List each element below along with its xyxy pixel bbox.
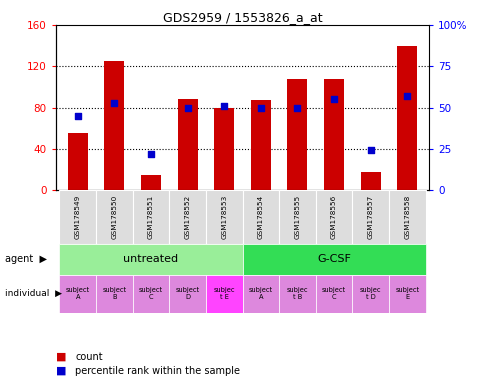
Text: subjec
t B: subjec t B — [286, 287, 307, 300]
Text: GSM178555: GSM178555 — [294, 195, 300, 239]
Bar — [96, 190, 133, 244]
Text: subject
B: subject B — [102, 287, 126, 300]
Text: ■: ■ — [56, 352, 66, 362]
Bar — [242, 190, 278, 244]
Text: subjec
t E: subjec t E — [213, 287, 234, 300]
Bar — [133, 190, 169, 244]
Point — [330, 96, 337, 102]
Text: subject
D: subject D — [175, 287, 199, 300]
Bar — [68, 133, 88, 190]
Bar — [242, 244, 424, 275]
Bar — [278, 275, 315, 313]
Text: ■: ■ — [56, 366, 66, 376]
Text: subjec
t D: subjec t D — [359, 287, 380, 300]
Bar — [396, 46, 416, 190]
Bar — [169, 275, 206, 313]
Bar — [96, 275, 133, 313]
Bar — [250, 100, 271, 190]
Bar — [323, 79, 343, 190]
Text: GSM178553: GSM178553 — [221, 195, 227, 239]
Bar — [206, 190, 242, 244]
Point — [183, 104, 191, 111]
Point — [74, 113, 81, 119]
Bar — [351, 190, 388, 244]
Bar — [242, 275, 278, 313]
Text: untreated: untreated — [123, 254, 178, 264]
Text: GSM178557: GSM178557 — [367, 195, 373, 239]
Point — [257, 104, 264, 111]
Bar — [315, 275, 351, 313]
Point — [293, 104, 301, 111]
Point — [366, 147, 374, 154]
Point — [403, 93, 410, 99]
Bar — [278, 190, 315, 244]
Text: GSM178550: GSM178550 — [111, 195, 117, 239]
Bar — [388, 275, 424, 313]
Text: percentile rank within the sample: percentile rank within the sample — [75, 366, 240, 376]
Bar — [60, 190, 96, 244]
Text: GSM178554: GSM178554 — [257, 195, 263, 239]
Text: GSM178549: GSM178549 — [75, 195, 80, 239]
Bar — [351, 275, 388, 313]
Text: GSM178556: GSM178556 — [331, 195, 336, 239]
Bar — [315, 190, 351, 244]
Text: subject
E: subject E — [394, 287, 419, 300]
Bar — [141, 175, 161, 190]
Text: count: count — [75, 352, 103, 362]
Text: GSM178552: GSM178552 — [184, 195, 190, 239]
Text: GSM178558: GSM178558 — [404, 195, 409, 239]
Bar — [388, 190, 424, 244]
Text: GSM178551: GSM178551 — [148, 195, 153, 239]
Point — [110, 99, 118, 106]
Point — [220, 103, 227, 109]
Bar — [60, 275, 96, 313]
Text: subject
A: subject A — [65, 287, 90, 300]
Text: agent  ▶: agent ▶ — [5, 254, 47, 264]
Bar — [60, 244, 242, 275]
Bar — [360, 172, 380, 190]
Text: individual  ▶: individual ▶ — [5, 289, 62, 298]
Bar — [177, 99, 197, 190]
Bar — [169, 190, 206, 244]
Text: subject
A: subject A — [248, 287, 272, 300]
Bar — [206, 275, 242, 313]
Point — [147, 151, 154, 157]
Text: subject
C: subject C — [321, 287, 346, 300]
Text: subject
C: subject C — [138, 287, 163, 300]
Title: GDS2959 / 1553826_a_at: GDS2959 / 1553826_a_at — [162, 11, 322, 24]
Bar — [213, 108, 234, 190]
Bar — [133, 275, 169, 313]
Bar — [287, 79, 307, 190]
Bar — [104, 61, 124, 190]
Text: G-CSF: G-CSF — [317, 254, 350, 264]
